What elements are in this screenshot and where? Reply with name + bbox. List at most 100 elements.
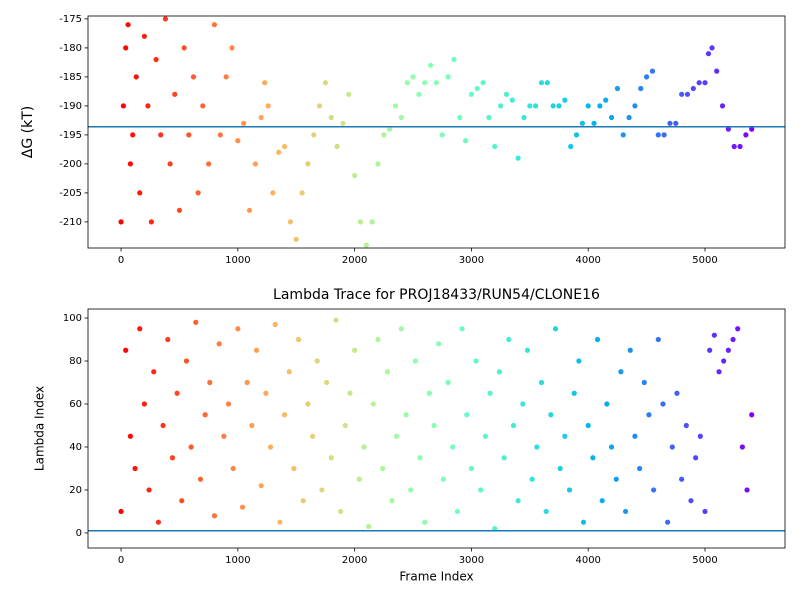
point — [534, 444, 540, 450]
point — [263, 390, 269, 396]
point — [702, 508, 708, 515]
point — [579, 120, 585, 126]
x-tick-label: 4000 — [575, 555, 600, 566]
y-tick-label: 20 — [69, 485, 82, 496]
point — [319, 487, 325, 493]
point — [346, 91, 352, 97]
point — [398, 114, 404, 121]
point — [509, 97, 515, 103]
point — [363, 242, 369, 248]
point — [145, 103, 151, 109]
point — [277, 519, 283, 525]
point — [433, 80, 439, 86]
point — [451, 56, 457, 63]
point — [120, 103, 126, 109]
point — [603, 97, 609, 103]
x-tick-label: 0 — [118, 255, 124, 266]
point — [597, 103, 603, 109]
point — [632, 103, 638, 109]
point — [450, 444, 456, 450]
point — [468, 465, 475, 472]
point — [314, 358, 320, 364]
point — [478, 487, 484, 493]
x-tick-label: 3000 — [459, 555, 484, 566]
point — [436, 341, 442, 347]
point — [221, 433, 227, 439]
x-tick-label: 1000 — [225, 555, 250, 566]
point — [585, 103, 591, 109]
point — [571, 390, 577, 396]
point — [141, 33, 148, 39]
point — [352, 347, 358, 353]
point — [725, 126, 731, 132]
x-axis-label: Frame Index — [399, 570, 473, 584]
point — [160, 422, 166, 429]
point — [566, 487, 573, 493]
point — [141, 401, 148, 407]
point — [167, 161, 173, 167]
point — [638, 85, 644, 92]
point — [211, 513, 218, 519]
point — [520, 401, 526, 407]
point — [146, 487, 152, 493]
point — [190, 74, 197, 80]
point — [293, 236, 299, 242]
point — [244, 379, 250, 386]
y-tick-label: 100 — [63, 313, 82, 324]
point — [148, 219, 155, 225]
point — [622, 508, 629, 515]
point — [125, 22, 131, 28]
point — [697, 433, 703, 439]
point — [305, 401, 311, 407]
point — [127, 433, 133, 439]
point — [568, 143, 574, 150]
point — [186, 132, 192, 138]
y-tick-label: 40 — [69, 442, 82, 453]
point — [404, 80, 410, 86]
point — [207, 379, 213, 386]
point — [272, 321, 278, 328]
point — [162, 16, 169, 22]
point — [375, 161, 381, 167]
point — [295, 336, 302, 343]
point — [200, 103, 206, 109]
point — [299, 190, 305, 196]
axes-frame — [87, 308, 786, 549]
point — [669, 444, 675, 450]
point — [412, 358, 418, 364]
point — [462, 138, 469, 144]
point — [361, 444, 367, 450]
chart-title: Lambda Trace for PROJ18433/RUN54/CLONE16 — [273, 287, 600, 303]
point — [660, 401, 666, 407]
point — [137, 326, 143, 332]
point — [667, 120, 673, 126]
point — [573, 132, 580, 138]
y-tick-label: -205 — [59, 188, 82, 199]
point — [217, 132, 223, 138]
point — [439, 132, 445, 138]
y-axis-label: Lambda Index — [33, 386, 47, 471]
point — [165, 336, 171, 343]
point — [410, 74, 416, 80]
point — [716, 369, 722, 375]
point — [181, 45, 187, 51]
x-tick-label: 3000 — [459, 255, 484, 266]
point — [627, 347, 633, 353]
point — [118, 219, 124, 225]
point — [262, 80, 268, 86]
point — [684, 91, 691, 97]
point — [193, 319, 199, 325]
point — [340, 120, 346, 126]
point — [118, 508, 124, 515]
x-tick-label: 2000 — [342, 555, 367, 566]
point — [608, 114, 615, 121]
point — [328, 114, 334, 121]
point — [311, 132, 317, 138]
point — [445, 74, 451, 80]
point — [608, 444, 615, 450]
point — [324, 379, 330, 386]
point — [557, 465, 563, 472]
point — [538, 379, 545, 386]
point — [375, 336, 381, 343]
point — [267, 444, 274, 450]
